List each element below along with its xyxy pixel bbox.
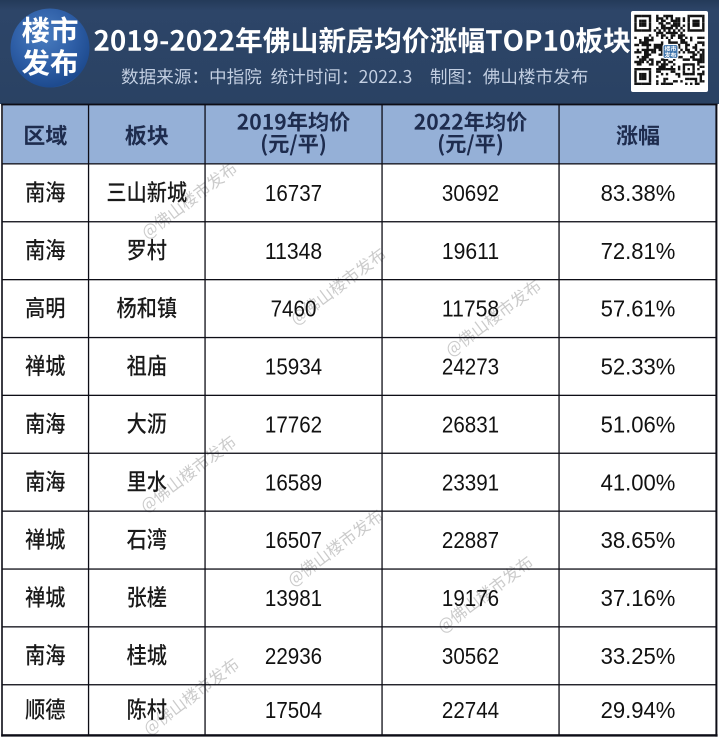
svg-text:30692: 30692 [442,180,499,206]
svg-text:72.81%: 72.81% [601,238,676,264]
svg-text:51.06%: 51.06% [601,411,676,437]
svg-text:37.16%: 37.16% [601,585,676,611]
svg-text:41.00%: 41.00% [601,469,676,495]
svg-text:52.33%: 52.33% [601,354,676,380]
svg-text:22744: 22744 [442,697,499,723]
svg-text:22887: 22887 [442,527,499,553]
svg-text:7460: 7460 [271,296,317,322]
svg-text:30562: 30562 [442,643,499,669]
svg-text:38.65%: 38.65% [601,527,676,553]
svg-text:16507: 16507 [265,527,322,553]
svg-text:33.25%: 33.25% [601,643,676,669]
svg-text:11348: 11348 [265,238,322,264]
svg-text:19611: 19611 [442,238,499,264]
svg-text:13981: 13981 [265,585,322,611]
svg-text:26831: 26831 [442,411,499,437]
svg-text:29.94%: 29.94% [601,697,676,723]
svg-text:24273: 24273 [442,354,499,380]
svg-text:83.38%: 83.38% [601,180,676,206]
svg-text:17504: 17504 [265,697,322,723]
svg-text:15934: 15934 [265,354,322,380]
svg-text:17762: 17762 [265,411,322,437]
svg-text:57.61%: 57.61% [601,296,676,322]
svg-text:11758: 11758 [442,296,499,322]
svg-text:23391: 23391 [442,469,499,495]
svg-text:16589: 16589 [265,469,322,495]
svg-text:16737: 16737 [265,180,322,206]
svg-text:19176: 19176 [442,585,499,611]
svg-text:22936: 22936 [265,643,322,669]
